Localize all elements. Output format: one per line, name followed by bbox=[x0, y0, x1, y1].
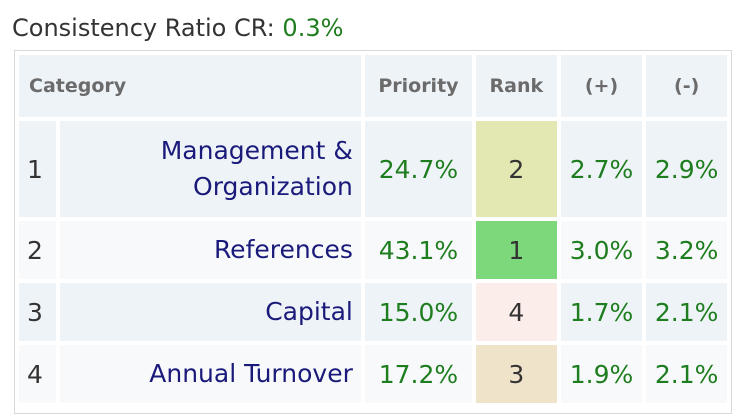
rank-value: 2 bbox=[476, 121, 557, 217]
table-row: 2 References 43.1% 1 3.0% 3.2% bbox=[19, 221, 727, 279]
consistency-ratio: Consistency Ratio CR: 0.3% bbox=[12, 12, 343, 44]
priority-value: 43.1% bbox=[364, 221, 473, 279]
priority-value: 24.7% bbox=[364, 121, 473, 217]
rank-value: 3 bbox=[476, 345, 557, 403]
category-name: References bbox=[59, 221, 361, 279]
table-header-row: Category Priority Rank (+) (-) bbox=[19, 55, 727, 117]
table-row: 3 Capital 15.0% 4 1.7% 2.1% bbox=[19, 283, 727, 341]
plus-value: 2.7% bbox=[560, 121, 643, 217]
minus-value: 3.2% bbox=[646, 221, 727, 279]
priority-table: Category Priority Rank (+) (-) 1 Managem… bbox=[14, 50, 732, 414]
column-header-category[interactable]: Category bbox=[19, 55, 361, 117]
table-row: 1 Management & Organization 24.7% 2 2.7%… bbox=[19, 121, 727, 217]
row-number: 1 bbox=[19, 121, 56, 217]
row-number: 4 bbox=[19, 345, 56, 403]
plus-value: 1.9% bbox=[560, 345, 643, 403]
table-row: 4 Annual Turnover 17.2% 3 1.9% 2.1% bbox=[19, 345, 727, 403]
priority-value: 15.0% bbox=[364, 283, 473, 341]
plus-value: 3.0% bbox=[560, 221, 643, 279]
cr-label: Consistency Ratio CR: bbox=[12, 14, 275, 42]
column-header-plus[interactable]: (+) bbox=[560, 55, 643, 117]
row-number: 3 bbox=[19, 283, 56, 341]
category-name: Capital bbox=[59, 283, 361, 341]
cr-value: 0.3% bbox=[282, 14, 344, 42]
plus-value: 1.7% bbox=[560, 283, 643, 341]
column-header-rank[interactable]: Rank bbox=[476, 55, 557, 117]
rank-value: 1 bbox=[476, 221, 557, 279]
category-name: Management & Organization bbox=[59, 121, 361, 217]
rank-value: 4 bbox=[476, 283, 557, 341]
column-header-minus[interactable]: (-) bbox=[646, 55, 727, 117]
minus-value: 2.9% bbox=[646, 121, 727, 217]
minus-value: 2.1% bbox=[646, 345, 727, 403]
column-header-priority[interactable]: Priority bbox=[364, 55, 473, 117]
priority-value: 17.2% bbox=[364, 345, 473, 403]
category-name: Annual Turnover bbox=[59, 345, 361, 403]
row-number: 2 bbox=[19, 221, 56, 279]
minus-value: 2.1% bbox=[646, 283, 727, 341]
